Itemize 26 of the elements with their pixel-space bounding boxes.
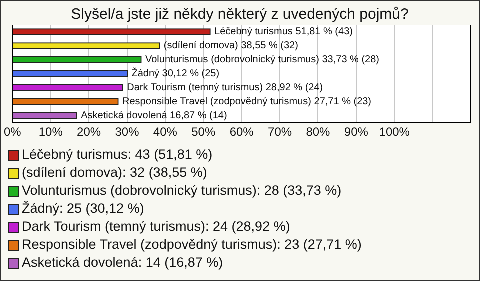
legend-label: (sdílení domova): 32 (38,55 %): [22, 164, 208, 182]
data-label: Léčebný turismus 51,81 % (43): [214, 26, 353, 38]
chart-title: Slyšel/a jste již někdy některý z uvedených pojmů?: [70, 6, 410, 23]
data-label: Responsible Travel (zodpovědný turismus) 27,71 % (23): [122, 96, 372, 108]
data-label: Dark Tourism (temný turismus) 28,92 % (24): [127, 82, 324, 94]
data-label: (sdílení domova) 38,55 % (32): [164, 40, 298, 52]
data-label: Volunturismus (dobrovolnický turismus) 33,73 % (28): [146, 54, 380, 66]
legend-label: Responsible Travel (zodpovědný turismus): 23 (27,71 %): [22, 236, 362, 254]
legend-label: Dark Tourism (temný turismus): 24 (28,92 %): [22, 218, 290, 236]
x-tick-label: 40%: [153, 125, 178, 140]
x-tick-label: 100%: [379, 125, 410, 140]
legend-label: Asketická dovolená: 14 (16,87 %): [22, 254, 224, 272]
x-tick-label: 10%: [38, 125, 64, 140]
legend-label: Léčebný turismus: 43 (51,81 %): [22, 146, 213, 164]
x-tick-label: 0%: [4, 125, 22, 140]
x-tick-label: 50%: [192, 125, 216, 140]
x-tick-label: 60%: [230, 125, 254, 140]
legend-label: Žádný: 25 (30,12 %): [22, 200, 144, 218]
data-label: Žádný 30,12 % (25): [132, 68, 220, 80]
x-tick-label: 80%: [306, 125, 331, 140]
legend-label: Volunturismus (dobrovolnický turismus): 28 (33,73 %): [22, 182, 342, 200]
x-tick-label: 20%: [77, 125, 102, 140]
data-label: Asketická dovolená 16,87 % (14): [81, 110, 228, 122]
x-tick-label: 90%: [344, 125, 369, 140]
x-tick-label: 70%: [268, 125, 292, 140]
x-tick-label: 30%: [115, 125, 140, 140]
